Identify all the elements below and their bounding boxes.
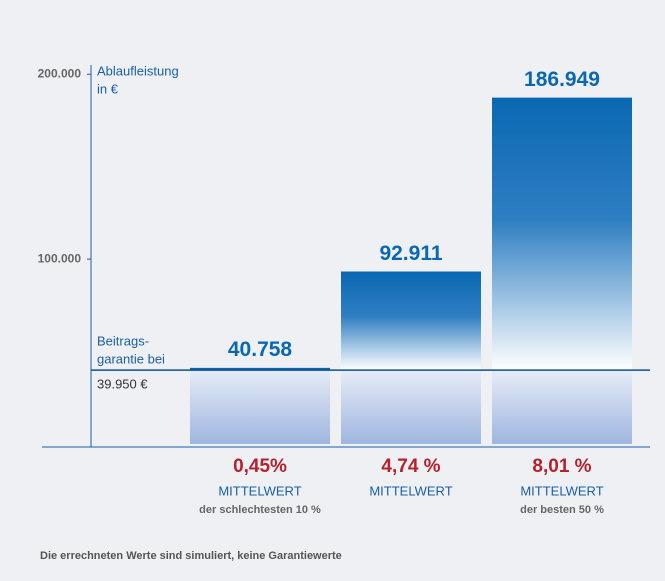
category-sublabel: MITTELWERT [369, 483, 452, 498]
bar-upper [492, 98, 632, 371]
bar-upper [341, 272, 481, 371]
bar [341, 271, 481, 444]
value-label: 186.949 [524, 68, 600, 91]
bar [492, 97, 632, 444]
bar [190, 367, 330, 444]
guarantee-value-label: 39.950 € [97, 377, 148, 392]
y-tick-label: 100.000 [38, 251, 82, 265]
bar-lower [341, 370, 481, 444]
footnote: Die errechneten Werte sind simuliert, ke… [40, 550, 342, 562]
category-sublabel: MITTELWERT [218, 483, 301, 498]
value-label: 92.911 [379, 242, 442, 265]
guarantee-label: Beitrags- [97, 333, 149, 348]
y-tick-label: 200.000 [38, 66, 82, 80]
category-sublabel: MITTELWERT [520, 483, 603, 498]
bar-lower [190, 370, 330, 444]
axis-label: in € [97, 81, 119, 96]
category-note: der besten 50 % [520, 504, 604, 516]
axis-label: Ablaufleistung [97, 63, 179, 78]
value-label: 40.758 [228, 338, 293, 361]
category-label: 8,01 % [532, 456, 591, 477]
category-label: 4,74 % [381, 456, 440, 477]
category-note: der schlechtesten 10 % [199, 504, 321, 516]
bar-lower [492, 370, 632, 444]
category-label: 0,45% [233, 456, 287, 477]
guarantee-label: garantie bei [97, 351, 165, 366]
